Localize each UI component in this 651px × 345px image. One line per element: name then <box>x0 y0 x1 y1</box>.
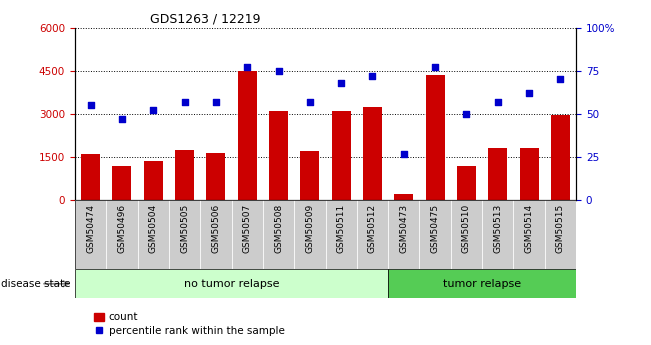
Bar <box>75 200 576 269</box>
Bar <box>388 269 576 298</box>
Text: GSM50474: GSM50474 <box>86 204 95 253</box>
Text: GSM50496: GSM50496 <box>117 204 126 253</box>
Text: tumor relapse: tumor relapse <box>443 279 521 289</box>
Bar <box>363 107 382 200</box>
Bar <box>482 200 514 269</box>
Point <box>336 80 346 86</box>
Bar <box>332 111 351 200</box>
Bar <box>263 200 294 269</box>
Bar <box>326 200 357 269</box>
Bar <box>388 200 419 269</box>
Text: GSM50509: GSM50509 <box>305 204 314 253</box>
Bar <box>457 166 476 200</box>
Point <box>524 90 534 96</box>
Point <box>305 99 315 105</box>
Text: GSM50507: GSM50507 <box>243 204 252 253</box>
Bar <box>106 200 137 269</box>
Bar <box>201 200 232 269</box>
Text: GDS1263 / 12219: GDS1263 / 12219 <box>150 12 260 25</box>
Bar <box>75 269 388 298</box>
Bar <box>175 150 194 200</box>
Bar <box>169 200 201 269</box>
Bar <box>450 200 482 269</box>
Bar <box>294 200 326 269</box>
Bar <box>232 200 263 269</box>
Bar <box>519 148 538 200</box>
Text: GSM50504: GSM50504 <box>148 204 158 253</box>
Bar <box>514 200 545 269</box>
Bar <box>75 200 106 269</box>
Point <box>493 99 503 105</box>
Text: GSM50514: GSM50514 <box>525 204 534 253</box>
Point <box>117 116 127 122</box>
Bar <box>395 194 413 200</box>
Text: GSM50505: GSM50505 <box>180 204 189 253</box>
Legend: count, percentile rank within the sample: count, percentile rank within the sample <box>90 308 288 340</box>
Text: GSM50506: GSM50506 <box>212 204 220 253</box>
Text: GSM50473: GSM50473 <box>399 204 408 253</box>
Text: GSM50512: GSM50512 <box>368 204 377 253</box>
Point <box>273 68 284 73</box>
Text: GSM50475: GSM50475 <box>431 204 439 253</box>
Point <box>398 151 409 156</box>
Bar <box>357 200 388 269</box>
Point <box>179 99 189 105</box>
Bar <box>238 71 256 200</box>
Bar <box>551 115 570 200</box>
Text: GSM50508: GSM50508 <box>274 204 283 253</box>
Bar <box>269 111 288 200</box>
Point <box>85 102 96 108</box>
Text: GSM50511: GSM50511 <box>337 204 346 253</box>
Bar <box>488 148 507 200</box>
Bar <box>419 200 450 269</box>
Point <box>148 108 158 113</box>
Point <box>211 99 221 105</box>
Bar <box>144 161 163 200</box>
Point <box>430 65 440 70</box>
Point <box>242 65 253 70</box>
Bar <box>545 200 576 269</box>
Text: disease state: disease state <box>1 279 71 289</box>
Point <box>462 111 472 117</box>
Bar <box>206 152 225 200</box>
Text: no tumor relapse: no tumor relapse <box>184 279 279 289</box>
Point <box>555 77 566 82</box>
Bar <box>137 200 169 269</box>
Text: GSM50510: GSM50510 <box>462 204 471 253</box>
Bar <box>81 154 100 200</box>
Text: GSM50515: GSM50515 <box>556 204 565 253</box>
Bar <box>113 166 132 200</box>
Bar <box>426 75 445 200</box>
Point <box>367 73 378 79</box>
Text: GSM50513: GSM50513 <box>493 204 503 253</box>
Bar <box>301 151 319 200</box>
